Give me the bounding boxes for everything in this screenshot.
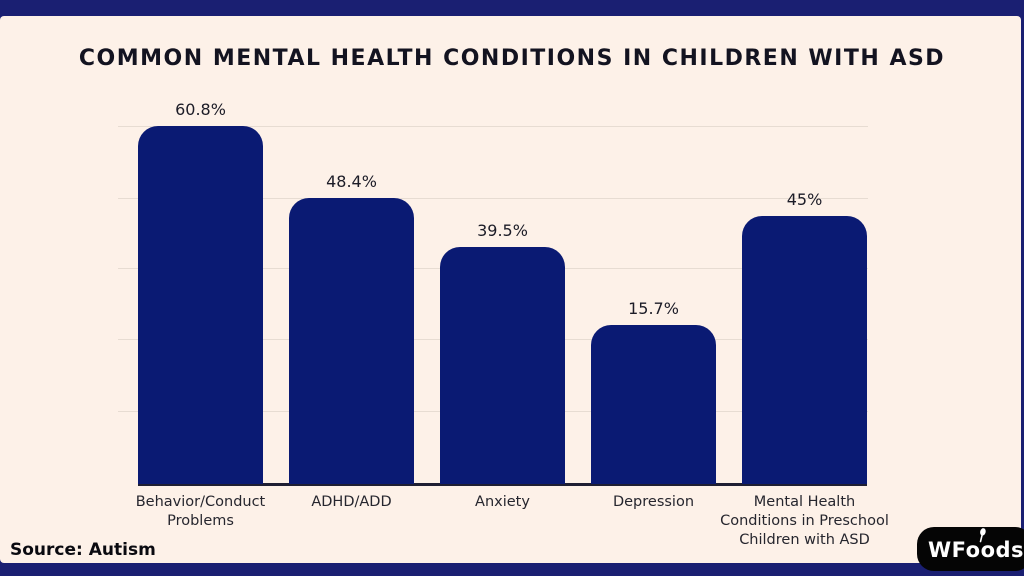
bar-4 xyxy=(591,325,716,484)
category-label: ADHD/ADD xyxy=(311,494,392,510)
bar-value-label: 48.4% xyxy=(326,172,377,191)
category-label: Depression xyxy=(612,494,695,510)
category-label: Anxiety xyxy=(475,494,530,510)
brand-logo: WFoods xyxy=(917,527,1024,571)
chart-title: COMMON MENTAL HEALTH CONDITIONS IN CHILD… xyxy=(78,46,946,71)
bar-value-label: 45% xyxy=(786,190,823,209)
gridline xyxy=(118,126,868,127)
bar-value-label: 15.7% xyxy=(628,299,679,318)
brand-logo-text: WFoods xyxy=(928,538,1024,562)
bar-5 xyxy=(742,216,867,484)
source-text: Source: Autism xyxy=(10,540,156,560)
category-label: Mental Health Conditions in Preschool Ch… xyxy=(720,494,889,548)
bar-value-label: 39.5% xyxy=(477,221,528,240)
gridline xyxy=(118,198,868,199)
bar-value-label: 60.8% xyxy=(175,100,226,119)
bar-1 xyxy=(138,126,263,484)
category-label: Behavior/Conduct Problems xyxy=(135,494,266,529)
bar-3 xyxy=(440,247,565,484)
x-axis-line xyxy=(138,483,867,486)
bar-chart: 60.8% Behavior/Conduct Problems 48.4% ADHD/… xyxy=(118,100,889,548)
bar-2 xyxy=(289,198,414,484)
spoon-icon xyxy=(979,528,986,543)
